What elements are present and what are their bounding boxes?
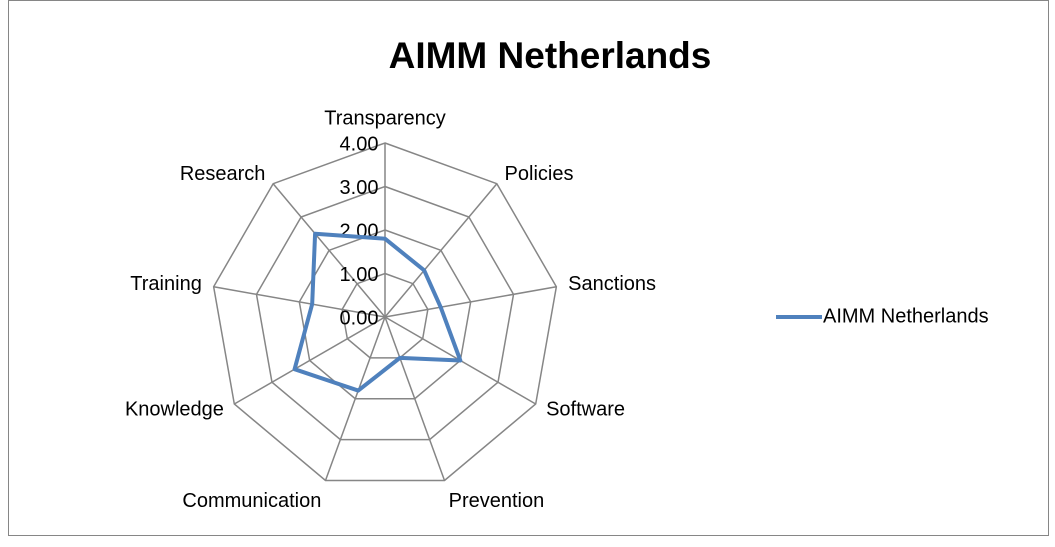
axis-line <box>233 316 386 405</box>
axis-line <box>324 316 386 481</box>
category-label: Transparency <box>324 107 446 129</box>
y-tick-label: 3.00 <box>340 177 379 199</box>
series-line <box>292 231 463 393</box>
category-label: Research <box>180 163 266 185</box>
legend-label: AIMM Netherlands <box>823 305 989 327</box>
chart-border <box>8 0 1049 536</box>
category-label: Sanctions <box>568 273 656 295</box>
axis-line <box>384 183 498 318</box>
grid-line <box>255 185 515 441</box>
category-label: Prevention <box>449 490 545 512</box>
grid-line <box>341 272 429 359</box>
axis-line <box>384 316 446 481</box>
y-tick-label: 0.00 <box>340 307 379 329</box>
axis-line <box>384 286 557 318</box>
category-label: Training <box>130 273 202 295</box>
category-label: Policies <box>505 163 574 185</box>
chart-title: AIMM Netherlands <box>389 35 712 76</box>
category-label: Communication <box>182 490 321 512</box>
y-tick-label: 4.00 <box>340 133 379 155</box>
axis-line <box>272 183 386 318</box>
y-tick-label: 1.00 <box>340 264 379 286</box>
axis-line <box>213 286 386 318</box>
category-label: Software <box>546 398 625 420</box>
grid-line <box>212 142 558 482</box>
category-label: Knowledge <box>125 398 224 420</box>
